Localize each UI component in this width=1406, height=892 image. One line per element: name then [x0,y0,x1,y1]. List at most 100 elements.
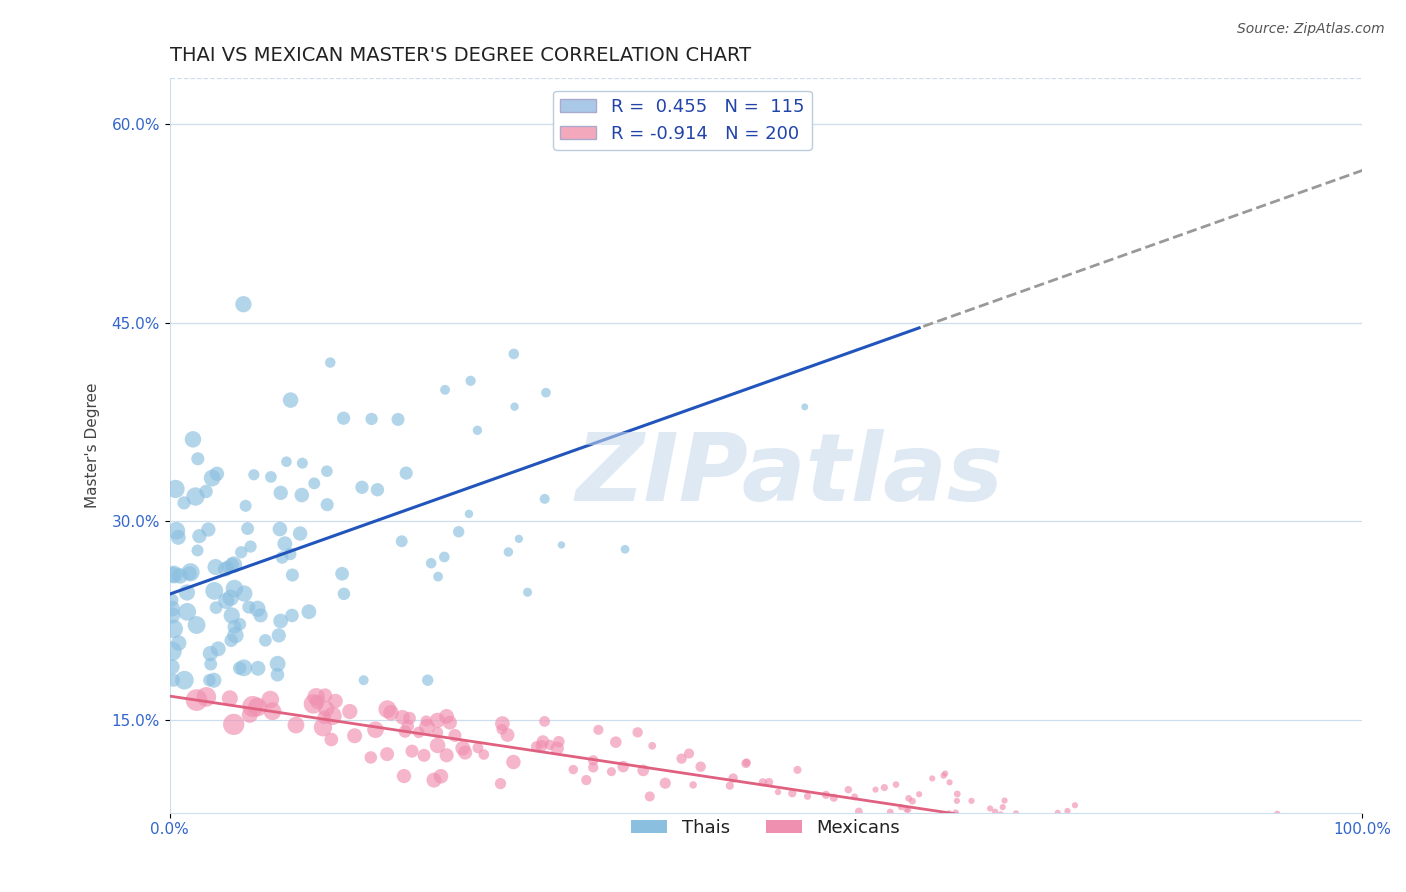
Point [1099,814,1122,828]
Point [267,628,290,642]
Point [246,700,269,714]
Point [1181,823,1204,838]
Point [395,466,418,480]
Point [575,773,598,788]
Point [270,486,292,500]
Point [200,647,222,661]
Point [718,779,741,793]
Point [627,725,650,739]
Point [1063,849,1085,863]
Point [1275,866,1298,880]
Point [262,704,284,718]
Point [1056,804,1078,818]
Point [1064,798,1087,813]
Point [236,522,259,536]
Point [879,805,901,819]
Point [1150,856,1173,871]
Point [259,692,281,706]
Point [678,747,700,761]
Point [1319,848,1341,863]
Point [302,476,325,491]
Point [758,775,780,789]
Point [934,766,956,780]
Point [246,601,269,615]
Point [274,537,297,551]
Point [266,667,288,681]
Point [162,567,184,582]
Point [201,471,224,485]
Text: ZIPatlas: ZIPatlas [575,429,1004,521]
Point [1150,829,1173,843]
Point [1202,862,1225,876]
Point [654,776,676,790]
Point [496,728,519,742]
Point [734,756,756,771]
Point [447,524,470,539]
Point [280,393,302,408]
Point [401,744,423,758]
Point [671,751,693,765]
Point [1115,836,1137,850]
Point [993,794,1015,808]
Point [1258,885,1281,892]
Point [890,824,912,838]
Point [524,739,547,754]
Point [232,661,254,675]
Point [1323,847,1346,861]
Point [1296,865,1319,880]
Point [204,560,226,574]
Point [232,297,254,311]
Point [752,775,775,789]
Point [1022,809,1045,823]
Point [219,633,242,648]
Point [169,569,191,583]
Point [186,543,208,558]
Point [198,673,221,688]
Point [823,790,845,805]
Point [314,689,336,703]
Point [1208,844,1230,858]
Point [314,710,336,724]
Point [436,709,458,723]
Point [796,789,818,804]
Point [202,673,225,688]
Point [531,734,554,748]
Point [460,374,482,388]
Point [302,697,325,711]
Point [167,530,190,544]
Point [343,729,366,743]
Point [837,782,859,797]
Point [1331,868,1354,882]
Point [1173,836,1195,850]
Point [266,657,288,671]
Point [990,807,1012,822]
Point [550,538,572,552]
Point [786,763,808,777]
Point [1076,816,1098,830]
Point [582,753,605,767]
Point [1150,821,1173,835]
Point [1279,850,1302,864]
Point [217,560,239,574]
Point [538,738,561,752]
Point [219,591,242,605]
Point [200,657,222,672]
Point [254,633,277,648]
Point [176,605,198,619]
Point [780,786,803,800]
Point [502,347,524,361]
Point [218,691,240,706]
Point [844,789,866,804]
Point [1045,810,1067,824]
Point [991,834,1014,848]
Point [1085,838,1108,852]
Point [454,746,477,760]
Point [430,769,453,783]
Point [1339,856,1361,871]
Point [316,498,339,512]
Point [498,545,520,559]
Point [439,715,461,730]
Point [1309,836,1331,850]
Point [600,764,623,779]
Point [312,720,335,734]
